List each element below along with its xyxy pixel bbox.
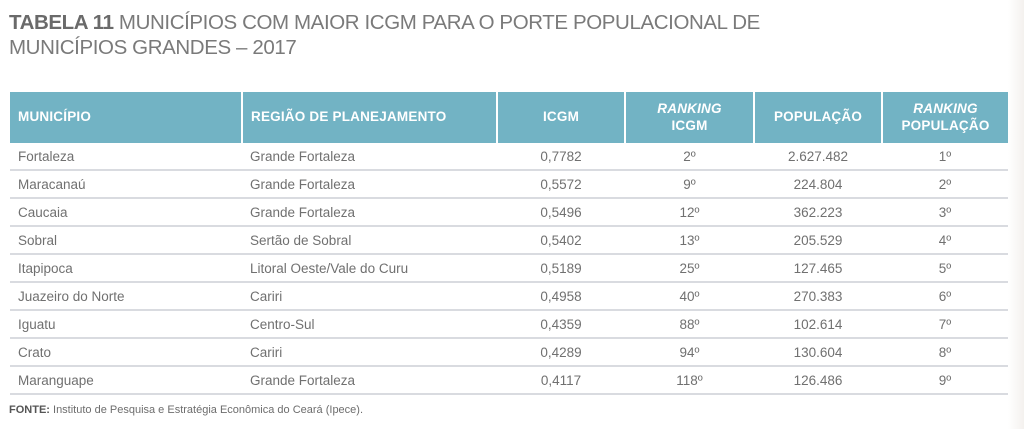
- header-regiao: REGIÃO DE PLANEJAMENTO: [242, 92, 498, 142]
- cell-populacao: 2.627.482: [754, 141, 882, 171]
- cell-regiao: Grande Fortaleza: [242, 141, 497, 171]
- table-row: Juazeiro do Norte Cariri 0,4958 40º 270.383 6…: [10, 282, 1008, 311]
- cell-ranking-icgm: 2º: [625, 141, 754, 171]
- cell-municipio: Sobral: [10, 226, 242, 255]
- source-text: Instituto de Pesquisa e Estratégia Econô…: [49, 404, 364, 416]
- cell-ranking-icgm: 9º: [625, 170, 754, 199]
- header-ranking-icgm: RANKING ICGM: [625, 92, 755, 142]
- table-title-text: MUNICÍPIOS COM MAIOR ICGM PARA O PORTE P…: [9, 11, 760, 59]
- cell-ranking-populacao: 1º: [882, 141, 1008, 171]
- municipios-table: MUNICÍPIO REGIÃO DE PLANEJAMENTO ICGM RA…: [10, 92, 1008, 395]
- cell-ranking-populacao: 2º: [882, 170, 1008, 199]
- table-body: Fortaleza Grande Fortaleza 0,7782 2º 2.627.4…: [10, 141, 1008, 395]
- cell-icgm: 0,4289: [497, 338, 625, 367]
- cell-populacao: 130.604: [754, 338, 882, 367]
- cell-municipio: Maracanaú: [10, 170, 242, 199]
- header-ranking-icgm-bottom: ICGM: [671, 117, 708, 133]
- table-row: Itapipoca Litoral Oeste/Vale do Curu 0,518…: [10, 254, 1008, 283]
- cell-municipio: Fortaleza: [10, 141, 242, 171]
- cell-municipio: Maranguape: [10, 366, 242, 395]
- table-row: Maracanaú Grande Fortaleza 0,5572 9º 224.804…: [10, 170, 1008, 199]
- cell-regiao: Centro-Sul: [242, 310, 497, 339]
- cell-populacao: 126.486: [754, 366, 882, 395]
- cell-ranking-icgm: 94º: [625, 338, 754, 367]
- cell-regiao: Grande Fortaleza: [242, 366, 497, 395]
- header-ranking-pop-top: RANKING: [913, 100, 978, 116]
- cell-populacao: 224.804: [754, 170, 882, 199]
- source-note: FONTE: Instituto de Pesquisa e Estratégi…: [9, 404, 363, 416]
- header-ranking-icgm-top: RANKING: [657, 100, 722, 116]
- cell-regiao: Grande Fortaleza: [242, 170, 497, 199]
- cell-regiao: Grande Fortaleza: [242, 198, 497, 227]
- table-number-label: TABELA 11: [9, 11, 114, 34]
- cell-ranking-populacao: 4º: [882, 226, 1008, 255]
- cell-regiao: Sertão de Sobral: [242, 226, 497, 255]
- cell-icgm: 0,4117: [497, 366, 625, 395]
- cell-ranking-populacao: 6º: [882, 282, 1008, 311]
- table-row: Maranguape Grande Fortaleza 0,4117 118º 126.…: [10, 366, 1008, 395]
- cell-ranking-icgm: 13º: [625, 226, 754, 255]
- cell-populacao: 127.465: [754, 254, 882, 283]
- cell-icgm: 0,5496: [497, 198, 625, 227]
- cell-populacao: 102.614: [754, 310, 882, 339]
- cell-ranking-icgm: 118º: [625, 366, 754, 395]
- cell-icgm: 0,5402: [497, 226, 625, 255]
- cell-ranking-populacao: 5º: [882, 254, 1008, 283]
- cell-regiao: Cariri: [242, 338, 497, 367]
- cell-ranking-icgm: 12º: [625, 198, 754, 227]
- header-ranking-populacao: RANKING POPULAÇÃO: [882, 92, 1008, 142]
- table-row: Caucaia Grande Fortaleza 0,5496 12º 362.223 3…: [10, 198, 1008, 227]
- cell-icgm: 0,5572: [497, 170, 625, 199]
- cell-ranking-populacao: 3º: [882, 198, 1008, 227]
- cell-icgm: 0,5189: [497, 254, 625, 283]
- table-row: Iguatu Centro-Sul 0,4359 88º 102.614 7º: [10, 310, 1008, 339]
- table-title: TABELA 11 MUNICÍPIOS COM MAIOR ICGM PARA…: [9, 10, 769, 60]
- table-row: Sobral Sertão de Sobral 0,5402 13º 205.529 4º: [10, 226, 1008, 255]
- table-header-row: MUNICÍPIO REGIÃO DE PLANEJAMENTO ICGM RA…: [10, 92, 1008, 142]
- cell-municipio: Iguatu: [10, 310, 242, 339]
- cell-populacao: 270.383: [754, 282, 882, 311]
- cell-ranking-populacao: 9º: [882, 366, 1008, 395]
- cell-regiao: Cariri: [242, 282, 497, 311]
- header-populacao: POPULAÇÃO: [754, 92, 883, 142]
- cell-icgm: 0,7782: [497, 141, 625, 171]
- cell-municipio: Juazeiro do Norte: [10, 282, 242, 311]
- cell-populacao: 362.223: [754, 198, 882, 227]
- page-edge-shadow: [1008, 0, 1024, 429]
- cell-ranking-populacao: 7º: [882, 310, 1008, 339]
- cell-populacao: 205.529: [754, 226, 882, 255]
- cell-ranking-icgm: 25º: [625, 254, 754, 283]
- cell-icgm: 0,4359: [497, 310, 625, 339]
- cell-ranking-icgm: 88º: [625, 310, 754, 339]
- header-icgm: ICGM: [497, 92, 626, 142]
- source-label: FONTE:: [9, 404, 50, 416]
- cell-regiao: Litoral Oeste/Vale do Curu: [242, 254, 497, 283]
- cell-icgm: 0,4958: [497, 282, 625, 311]
- cell-municipio: Itapipoca: [10, 254, 242, 283]
- header-municipio: MUNICÍPIO: [10, 92, 243, 142]
- cell-municipio: Crato: [10, 338, 242, 367]
- table-row: Crato Cariri 0,4289 94º 130.604 8º: [10, 338, 1008, 367]
- header-ranking-pop-bottom: POPULAÇÃO: [901, 117, 990, 133]
- cell-ranking-populacao: 8º: [882, 338, 1008, 367]
- cell-ranking-icgm: 40º: [625, 282, 754, 311]
- table-row: Fortaleza Grande Fortaleza 0,7782 2º 2.627.4…: [10, 141, 1008, 171]
- cell-municipio: Caucaia: [10, 198, 242, 227]
